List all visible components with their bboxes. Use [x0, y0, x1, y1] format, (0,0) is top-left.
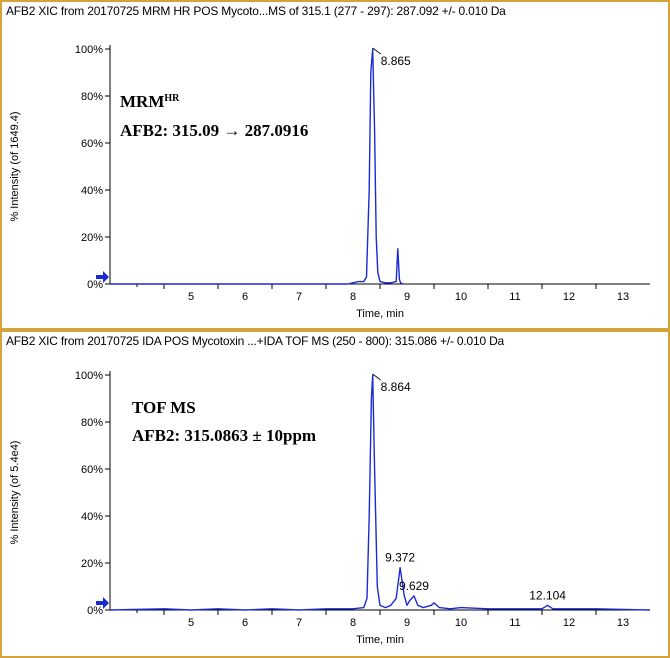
chart-svg-mrm: 0% 20% 40% 60% 80% 100% 5 6 7 8 9 10 11 12 13 Time, min…: [9, 44, 650, 320]
x-tick-label: 10: [455, 291, 467, 303]
x-tick-label: 12: [563, 617, 575, 629]
series-line: [110, 48, 404, 285]
x-tick-label: 9: [404, 291, 410, 303]
x-tick-label: 11: [509, 291, 520, 303]
peak-label: 8.864: [381, 380, 411, 394]
annotation-mass: AFB2: 315.0863 ± 10ppm: [132, 426, 316, 445]
x-tick-label: 6: [242, 617, 248, 629]
y-tick-label: 20%: [81, 558, 103, 570]
peak-leader: [372, 373, 381, 381]
chart-panel-tof: AFB2 XIC from 20170725 IDA POS Mycotoxin…: [0, 330, 670, 658]
annotation-method: MRMHR: [120, 92, 180, 111]
peak-label: 12.104: [529, 588, 566, 602]
annotation-transition: AFB2: 315.09 → 287.0916: [120, 121, 308, 140]
y-axis-label: % Intensity (of 1649.4): [9, 111, 21, 221]
chart-svg-tof: 0% 20% 40% 60% 80% 100% 5 6 7 8 9 10 11 12 13 Time, min…: [9, 370, 651, 646]
x-tick-label: 12: [563, 291, 575, 303]
x-tick-label: 9: [404, 617, 410, 629]
x-axis-label: Time, min: [356, 634, 404, 646]
y-tick-label: 40%: [81, 511, 103, 523]
y-tick-label: 20%: [81, 232, 103, 244]
chart-panel-mrm: AFB2 XIC from 20170725 MRM HR POS Mycoto…: [0, 0, 670, 330]
baseline-marker-icon: [96, 596, 109, 609]
y-tick-label: 80%: [81, 417, 103, 429]
y-tick-label: 100%: [75, 44, 103, 56]
x-tick-label: 13: [617, 617, 629, 629]
x-tick-label: 13: [617, 291, 629, 303]
x-tick-label: 8: [350, 291, 356, 303]
x-axis-label: Time, min: [356, 308, 404, 320]
series-line: [109, 374, 651, 611]
x-tick-label: 7: [296, 291, 302, 303]
x-tick-label: 5: [188, 291, 194, 303]
y-axis-label: % Intensity (of 5.4e4): [9, 441, 21, 545]
y-tick-label: 100%: [75, 370, 103, 382]
y-tick-label: 60%: [81, 464, 103, 476]
x-tick-label: 7: [296, 617, 302, 629]
baseline-marker-icon: [96, 270, 109, 283]
annotation-method: TOF MS: [132, 398, 196, 417]
chart-title: AFB2 XIC from 20170725 IDA POS Mycotoxin…: [6, 334, 505, 348]
x-tick-label: 10: [455, 617, 467, 629]
peak-label: 9.629: [399, 579, 429, 593]
x-tick-label: 6: [242, 291, 248, 303]
y-tick-label: 40%: [81, 185, 103, 197]
y-tick-label: 0%: [87, 279, 103, 291]
x-tick-label: 11: [509, 617, 520, 629]
peak-label: 8.865: [381, 54, 411, 68]
peak-label: 9.372: [385, 551, 415, 565]
chart-title: AFB2 XIC from 20170725 MRM HR POS Mycoto…: [6, 4, 506, 18]
y-tick-label: 0%: [87, 605, 103, 617]
y-tick-label: 80%: [81, 91, 103, 103]
x-tick-label: 5: [188, 617, 194, 629]
peak-leader: [372, 47, 381, 55]
x-tick-label: 8: [350, 617, 356, 629]
y-tick-label: 60%: [81, 138, 103, 150]
